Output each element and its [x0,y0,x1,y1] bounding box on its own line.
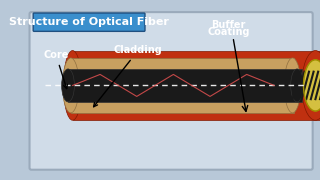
FancyBboxPatch shape [33,13,145,31]
FancyBboxPatch shape [29,12,313,170]
Ellipse shape [63,51,82,120]
Text: Structure of Optical Fiber: Structure of Optical Fiber [9,17,169,27]
Ellipse shape [302,51,320,120]
Bar [71,58,294,113]
Text: Coating: Coating [207,27,250,37]
Text: Cladding: Cladding [94,45,163,107]
Bar [73,51,320,120]
Bar [68,69,302,102]
Ellipse shape [284,58,301,113]
Text: Buffer: Buffer [211,21,245,30]
Ellipse shape [303,60,320,111]
Ellipse shape [62,58,79,113]
Text: Core: Core [43,50,69,89]
Ellipse shape [61,69,75,102]
Ellipse shape [291,69,303,102]
